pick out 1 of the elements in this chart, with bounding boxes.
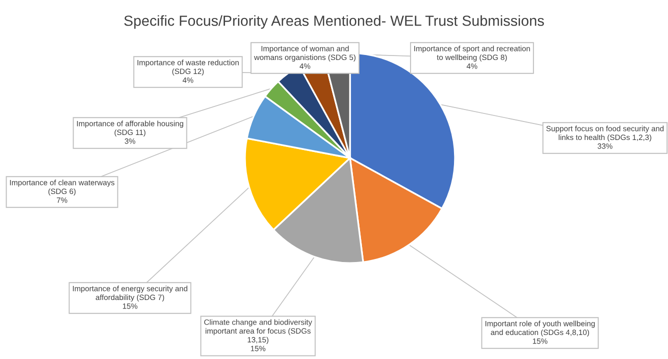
chart-title: Specific Focus/Priority Areas Mentioned- WEL Trust Submissions bbox=[124, 15, 544, 29]
